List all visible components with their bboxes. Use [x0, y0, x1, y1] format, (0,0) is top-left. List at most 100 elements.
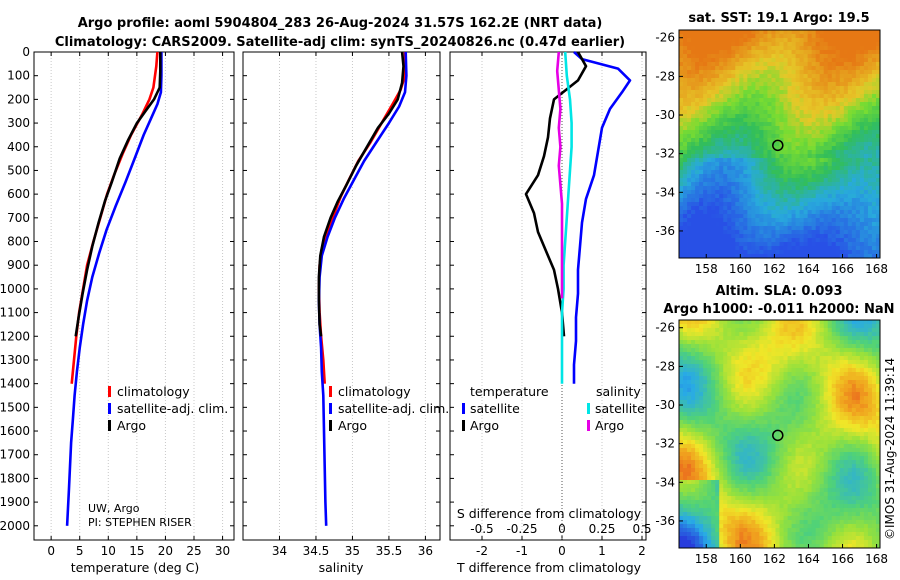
x-tick-label: 35.5 [376, 544, 403, 558]
legend-swatch-satellite [108, 403, 111, 414]
legend-label-climatology: climatology [338, 384, 411, 399]
plot-frame [33, 51, 235, 541]
series-line-satellite-adj-clim- [317, 51, 408, 526]
series-line-salinity-satellite [560, 51, 573, 384]
y-tick-label: 800 [7, 235, 30, 249]
map-x-tick-label: 166 [831, 262, 854, 276]
legend-title-temperature: temperature [470, 384, 549, 399]
x-tick-label: 0 [47, 544, 55, 558]
map-x-tick-label: 164 [797, 262, 820, 276]
series-line-temperature-argo [524, 51, 588, 337]
credit-line-2: PI: STEPHEN RISER [88, 516, 192, 529]
x-tick-label: 15 [129, 544, 144, 558]
legend-label-satellite: satellite-adj. clim. [117, 401, 228, 416]
salinity-xlabel: salinity [319, 560, 364, 575]
sst-map-title: sat. SST: 19.1 Argo: 19.5 [688, 11, 869, 26]
plot-frame [242, 51, 441, 541]
y-tick-label: 900 [7, 258, 30, 272]
legend-swatch-sal-argo [587, 420, 590, 431]
map-y-tick-label: -36 [655, 224, 675, 238]
map-x-tick-label: 160 [729, 552, 752, 566]
y-tick-label: 1800 [0, 471, 30, 485]
map-y-tick-label: -26 [655, 321, 675, 335]
map-y-tick-label: -32 [655, 437, 675, 451]
series-line-argo [74, 52, 162, 337]
temperature-legend: climatology satellite-adj. clim. Argo [108, 384, 228, 433]
series-line-argo [317, 51, 405, 337]
sla-map-title-line-1: Altim. SLA: 0.093 [716, 284, 843, 299]
x-tick-label: 10 [101, 544, 116, 558]
legend-swatch-temp-argo [462, 420, 465, 431]
series-line-salinity-argo [555, 51, 564, 299]
difference-legend: temperature satellite Argo salinity sate… [462, 384, 645, 433]
y-tick-label: 1700 [0, 448, 30, 462]
legend-swatch-argo [329, 420, 332, 431]
credit-line-1: UW, Argo [88, 502, 140, 515]
y-tick-label: 500 [7, 163, 30, 177]
plot-frame [449, 51, 647, 541]
x-tick-label-top: -0.25 [506, 522, 537, 536]
imos-timestamp: ©IMOS 31-Aug-2024 11:39:14 [883, 358, 897, 540]
map-frame [678, 29, 881, 259]
x-tick-label: -1 [516, 544, 528, 558]
y-tick-label: 700 [7, 211, 30, 225]
legend-label-satellite: satellite-adj. clim. [338, 401, 449, 416]
legend-swatch-climatology [108, 386, 111, 397]
argo-position-marker [772, 139, 784, 152]
legend-title-salinity: salinity [596, 384, 641, 399]
x-tick-label: 25 [186, 544, 201, 558]
legend-swatch-temp-satellite [462, 403, 465, 414]
map-x-tick-label: 158 [695, 262, 718, 276]
x-tick-label: 1 [598, 544, 606, 558]
map-y-tick-label: -34 [655, 185, 675, 199]
x-tick-label: 35 [345, 544, 360, 558]
y-tick-label: 400 [7, 140, 30, 154]
y-tick-label: 1000 [0, 282, 30, 296]
map-y-tick-label: -28 [655, 69, 675, 83]
x-tick-label: 30 [215, 544, 230, 558]
map-x-tick-label: 164 [797, 552, 820, 566]
map-y-tick-label: -30 [655, 398, 675, 412]
legend-label-argo: Argo [338, 418, 367, 433]
figure-title-line-2: Climatology: CARS2009. Satellite-adj cli… [55, 35, 625, 50]
map-y-tick-label: -28 [655, 359, 675, 373]
y-tick-label: 1900 [0, 495, 30, 509]
difference-xlabel-top: S difference from climatology [457, 506, 642, 521]
map-x-tick-label: 158 [695, 552, 718, 566]
y-tick-label: 1600 [0, 424, 30, 438]
map-y-tick-label: -26 [655, 31, 675, 45]
map-y-tick-label: -34 [655, 475, 675, 489]
legend-label-sal-argo: Argo [595, 418, 624, 433]
legend-swatch-argo [108, 420, 111, 431]
x-tick-label: 0 [558, 544, 566, 558]
y-tick-label: 0 [22, 45, 30, 59]
sla-map-title-line-2: Argo h1000: -0.011 h2000: NaN [663, 302, 894, 317]
x-tick-label: 36 [418, 544, 433, 558]
x-tick-label: 34.5 [303, 544, 330, 558]
x-tick-label-top: -0.5 [470, 522, 493, 536]
sst-map: 158 160 162 164 166 168 -26 -28 -30 -32 -34 -36 [655, 29, 888, 276]
y-tick-label: 2000 [0, 519, 30, 533]
map-y-tick-label: -36 [655, 514, 675, 528]
heatmap-cells [679, 320, 881, 549]
y-tick-label: 1200 [0, 329, 30, 343]
legend-swatch-sal-satellite [587, 403, 590, 414]
y-tick-label: 100 [7, 69, 30, 83]
map-x-tick-label: 162 [763, 262, 786, 276]
map-y-tick-label: -30 [655, 108, 675, 122]
legend-label-temp-satellite: satellite [470, 401, 520, 416]
map-y-tick-label: -32 [655, 147, 675, 161]
x-tick-label-top: 0.25 [589, 522, 616, 536]
legend-label-climatology: climatology [117, 384, 190, 399]
salinity-legend: climatology satellite-adj. clim. Argo [329, 384, 449, 433]
series-line-temperature-satellite [572, 51, 632, 384]
y-tick-label: 1500 [0, 400, 30, 414]
x-tick-label-top: 0.5 [632, 522, 651, 536]
y-tick-label: 1400 [0, 377, 30, 391]
x-tick-label: 34 [272, 544, 287, 558]
difference-xlabel: T difference from climatology [456, 560, 642, 575]
x-tick-label: -2 [476, 544, 488, 558]
map-x-tick-label: 162 [763, 552, 786, 566]
